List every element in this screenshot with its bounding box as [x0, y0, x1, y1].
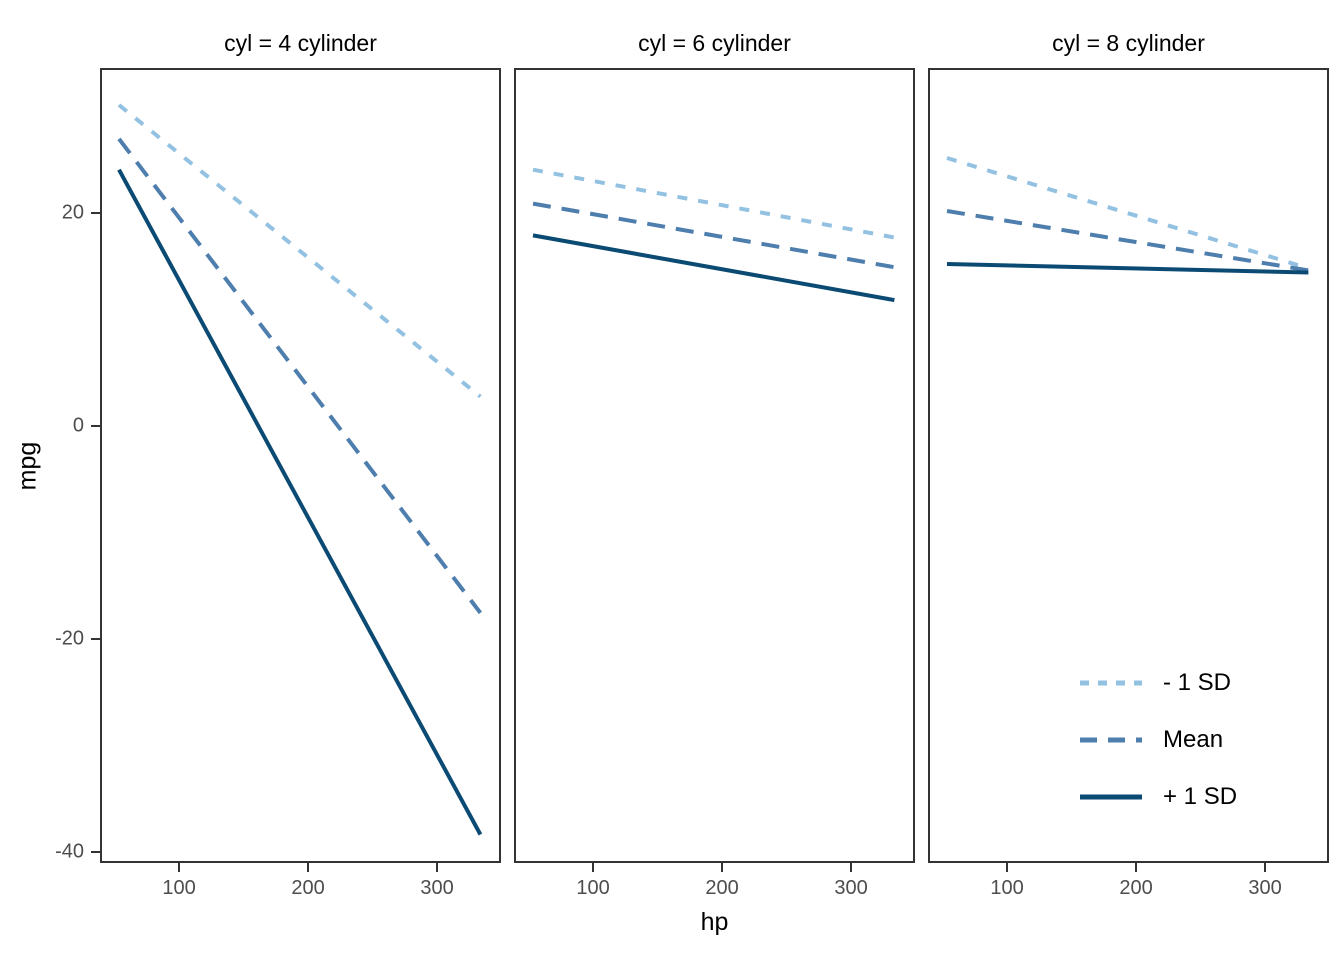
- y-axis: mpg: [0, 68, 60, 863]
- legend-line-sample-dashed: [1080, 737, 1142, 743]
- legend-item-minus-1sd: - 1 SD: [1080, 666, 1237, 700]
- x-tick-label: 200: [705, 877, 739, 899]
- legend-item-mean: Mean: [1080, 723, 1237, 757]
- x-tick-label: 100: [162, 877, 196, 899]
- x-axis-ticks-panel-1: 100 200 300: [100, 863, 501, 913]
- y-tick-mark: [91, 638, 100, 641]
- series-line-solid: [532, 233, 895, 303]
- series-line-solid: [946, 262, 1309, 275]
- y-tick-label: -40: [55, 840, 84, 863]
- x-tick-mark: [850, 863, 853, 872]
- series-line-solid: [117, 168, 483, 836]
- panel-cyl-4: [100, 68, 501, 863]
- panel-cyl-8: [928, 68, 1329, 863]
- y-tick-mark: [91, 211, 100, 214]
- y-tick-label: 20: [61, 201, 84, 224]
- x-tick-label: 200: [1119, 877, 1153, 899]
- legend-line-sample-solid: [1080, 794, 1142, 800]
- x-axis-title: hp: [700, 908, 729, 936]
- series-line-dotted: [117, 103, 482, 399]
- x-axis-ticks-panel-3: 100 200 300: [928, 863, 1329, 913]
- y-tick-mark: [91, 425, 100, 428]
- x-tick-label: 100: [990, 877, 1024, 899]
- legend-item-plus-1sd: + 1 SD: [1080, 780, 1237, 814]
- y-axis-ticks: 20 0 -20 -40: [0, 68, 100, 863]
- x-tick-label: 300: [834, 877, 868, 899]
- legend-label: Mean: [1163, 726, 1224, 753]
- panel-cyl-8-plot-area: [946, 156, 1309, 275]
- x-tick-label: 300: [420, 877, 454, 899]
- y-axis-title: mpg: [13, 441, 42, 490]
- legend-line-sample-dotted: [1080, 680, 1142, 686]
- x-tick-mark: [436, 863, 439, 872]
- series-line-dotted: [532, 167, 895, 240]
- facet-title-cyl-8: cyl = 8 cylinder: [1052, 30, 1205, 56]
- x-tick-mark: [1006, 863, 1009, 872]
- x-tick-mark: [307, 863, 310, 872]
- legend: - 1 SD Mean + 1 SD: [1080, 666, 1237, 837]
- x-tick-mark: [1135, 863, 1138, 872]
- x-tick-mark: [1264, 863, 1267, 872]
- panel-cyl-6: [514, 68, 915, 863]
- y-tick-label: -20: [55, 627, 84, 650]
- panel-cyl-4-plot-area: [117, 103, 483, 836]
- series-line-dashed: [532, 201, 895, 270]
- legend-label: - 1 SD: [1163, 669, 1232, 696]
- x-tick-label: 300: [1248, 877, 1282, 899]
- series-line-dashed: [117, 137, 482, 615]
- series-line-dotted: [946, 156, 1309, 271]
- series-line-dashed: [946, 209, 1309, 273]
- x-tick-mark: [721, 863, 724, 872]
- x-tick-mark: [592, 863, 595, 872]
- x-tick-label: 200: [291, 877, 325, 899]
- facet-title-cyl-4: cyl = 4 cylinder: [224, 30, 377, 56]
- y-tick-label: 0: [72, 414, 84, 437]
- y-tick-mark: [91, 851, 100, 854]
- x-axis-ticks-panel-2: 100 200 300: [514, 863, 915, 913]
- facet-title-cyl-6: cyl = 6 cylinder: [638, 30, 791, 56]
- legend-label: + 1 SD: [1163, 783, 1238, 810]
- panel-cyl-6-plot-area: [532, 167, 895, 303]
- x-tick-mark: [178, 863, 181, 872]
- x-tick-label: 100: [576, 877, 610, 899]
